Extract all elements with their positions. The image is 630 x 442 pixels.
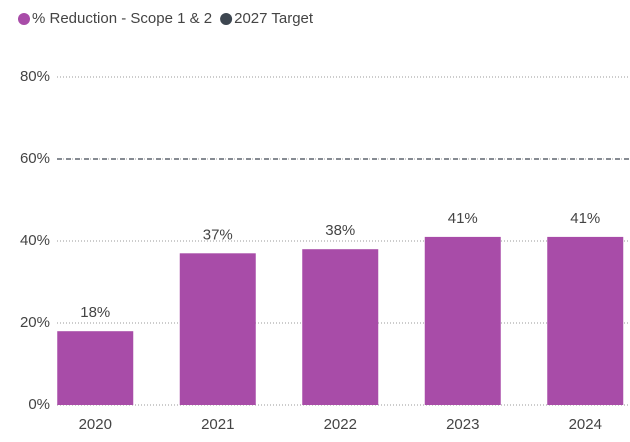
data-label: 41% [570,210,600,227]
x-tick-label: 2023 [446,416,479,433]
x-tick-label: 2021 [201,416,234,433]
legend-swatch [220,13,233,25]
data-label: 18% [80,304,110,321]
legend-label: % Reduction - Scope 1 & 2 [32,10,212,27]
data-label: 38% [325,222,355,239]
y-tick-label: 80% [20,68,50,85]
data-label: 41% [448,210,478,227]
y-tick-label: 0% [28,396,50,413]
y-tick-label: 40% [20,232,50,249]
y-tick-label: 60% [20,150,50,167]
legend-swatch [18,13,30,25]
data-label: 37% [203,226,233,243]
y-tick-label: 20% [20,314,50,331]
bar [179,253,256,405]
bar [424,236,501,405]
bar [547,236,624,405]
x-tick-label: 2024 [569,416,602,433]
x-tick-label: 2022 [324,416,357,433]
x-tick-label: 2020 [79,416,112,433]
bar [302,249,379,405]
legend-label: 2027 Target [234,10,314,27]
bar [57,331,134,405]
